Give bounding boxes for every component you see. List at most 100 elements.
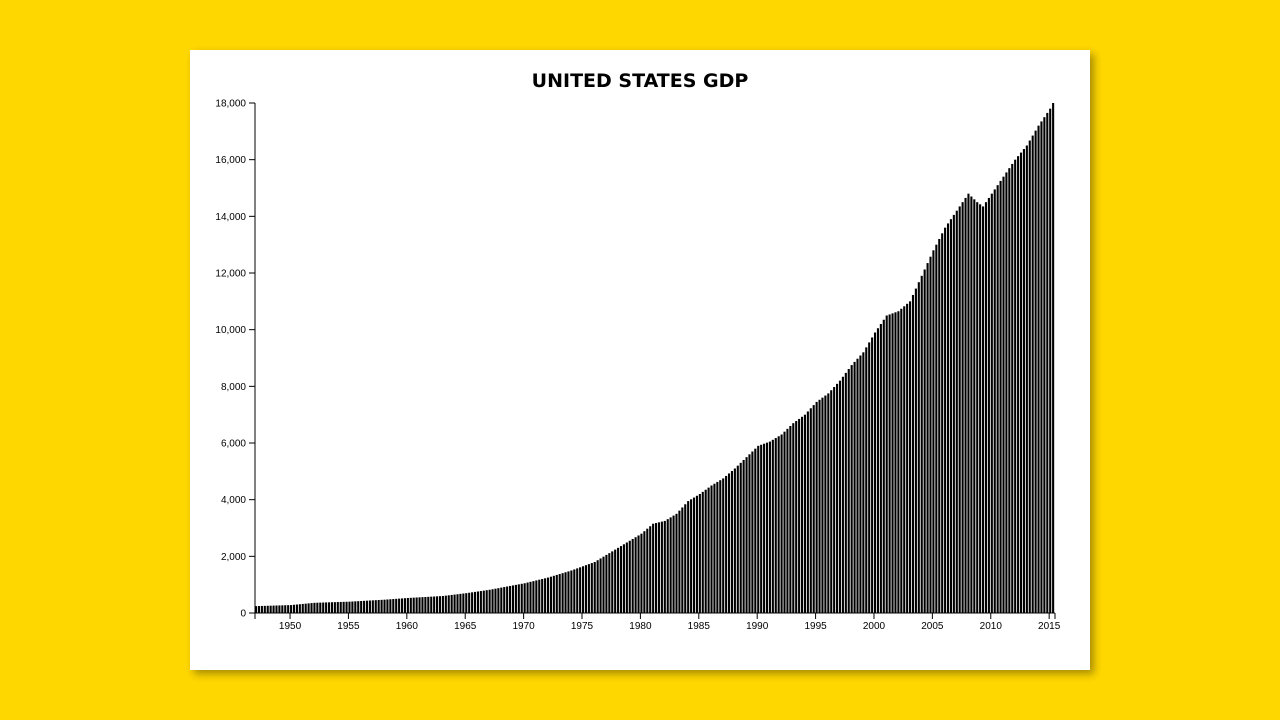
bar (1002, 176, 1005, 614)
bar (990, 193, 993, 614)
bar (272, 605, 275, 613)
bar (917, 282, 920, 613)
bar (692, 497, 696, 613)
bar (503, 587, 506, 613)
bar (713, 483, 716, 613)
bar (418, 597, 421, 613)
bar (558, 574, 561, 613)
bar (625, 542, 628, 613)
bar (949, 219, 952, 614)
bar (389, 599, 392, 613)
gdp-bar-chart: 0 2,000 4,000 6,000 8,000 10,000 12,000 14,000 1… (215, 99, 1060, 633)
bar (415, 597, 418, 613)
bar (459, 593, 462, 614)
bar (888, 314, 891, 613)
bar (891, 313, 894, 614)
bar (774, 438, 777, 613)
bar (514, 584, 517, 613)
bar (803, 414, 807, 613)
bar (1046, 112, 1049, 614)
bar (631, 538, 634, 613)
bar (900, 308, 903, 613)
bar (780, 434, 783, 613)
bar (1011, 163, 1014, 614)
bar (690, 499, 693, 613)
bar (657, 522, 661, 613)
bar (409, 597, 412, 613)
bar (333, 602, 336, 613)
bar (637, 535, 640, 613)
bar (269, 605, 272, 613)
bar (406, 597, 409, 613)
bar (1005, 172, 1008, 614)
bar (491, 589, 494, 613)
bar (920, 275, 923, 613)
bar (383, 599, 386, 613)
bar (897, 311, 900, 613)
bar (605, 554, 608, 613)
bar (336, 602, 339, 613)
bar (809, 408, 812, 613)
bar (322, 602, 325, 613)
bar (436, 596, 439, 613)
bar (584, 565, 588, 613)
bar (754, 448, 757, 613)
bar (964, 197, 967, 614)
bar (795, 421, 798, 613)
y-tick-label: 2,000 (221, 552, 246, 563)
bar (704, 489, 707, 613)
bar (652, 523, 655, 613)
bar (441, 596, 444, 613)
bar (996, 185, 999, 614)
bar (398, 598, 401, 613)
bar (818, 399, 821, 613)
bar (462, 593, 465, 613)
chart-title: UNITED STATES GDP (531, 70, 749, 92)
x-tick-label: 1955 (337, 621, 360, 632)
bar (649, 526, 652, 613)
bar (602, 556, 605, 613)
bar (500, 587, 503, 613)
bar (1031, 135, 1034, 613)
bar (400, 598, 404, 613)
bar (745, 457, 748, 613)
bar (663, 520, 666, 613)
bar (911, 294, 915, 613)
bar (430, 596, 433, 613)
bar (768, 441, 771, 613)
bar (468, 592, 471, 613)
bar (833, 387, 836, 613)
bar (544, 578, 547, 613)
bar (535, 580, 538, 613)
bar (681, 507, 684, 613)
bar (906, 303, 909, 613)
bar (882, 319, 885, 613)
bar (546, 577, 550, 613)
bar (806, 411, 809, 613)
bar (482, 590, 485, 613)
bar (821, 397, 824, 613)
x-tick-label: 2010 (980, 621, 1003, 632)
bar (862, 352, 865, 613)
bar (879, 324, 882, 613)
x-tick-label: 1980 (629, 621, 652, 632)
bar (929, 256, 932, 613)
bar (1008, 168, 1011, 614)
bar (727, 473, 731, 613)
bar (730, 470, 734, 613)
bar (596, 560, 599, 613)
y-tick-label: 8,000 (221, 382, 246, 393)
bar (319, 602, 322, 613)
bar (511, 585, 515, 613)
x-tick-label: 1975 (571, 621, 594, 632)
bar (1043, 117, 1046, 614)
bar (909, 301, 912, 613)
bar (815, 401, 818, 613)
bar (1028, 140, 1031, 613)
bar (290, 605, 293, 613)
bar (365, 600, 369, 613)
bar (392, 599, 395, 613)
bar (1019, 152, 1023, 613)
bar (955, 210, 958, 614)
bar (687, 501, 690, 613)
